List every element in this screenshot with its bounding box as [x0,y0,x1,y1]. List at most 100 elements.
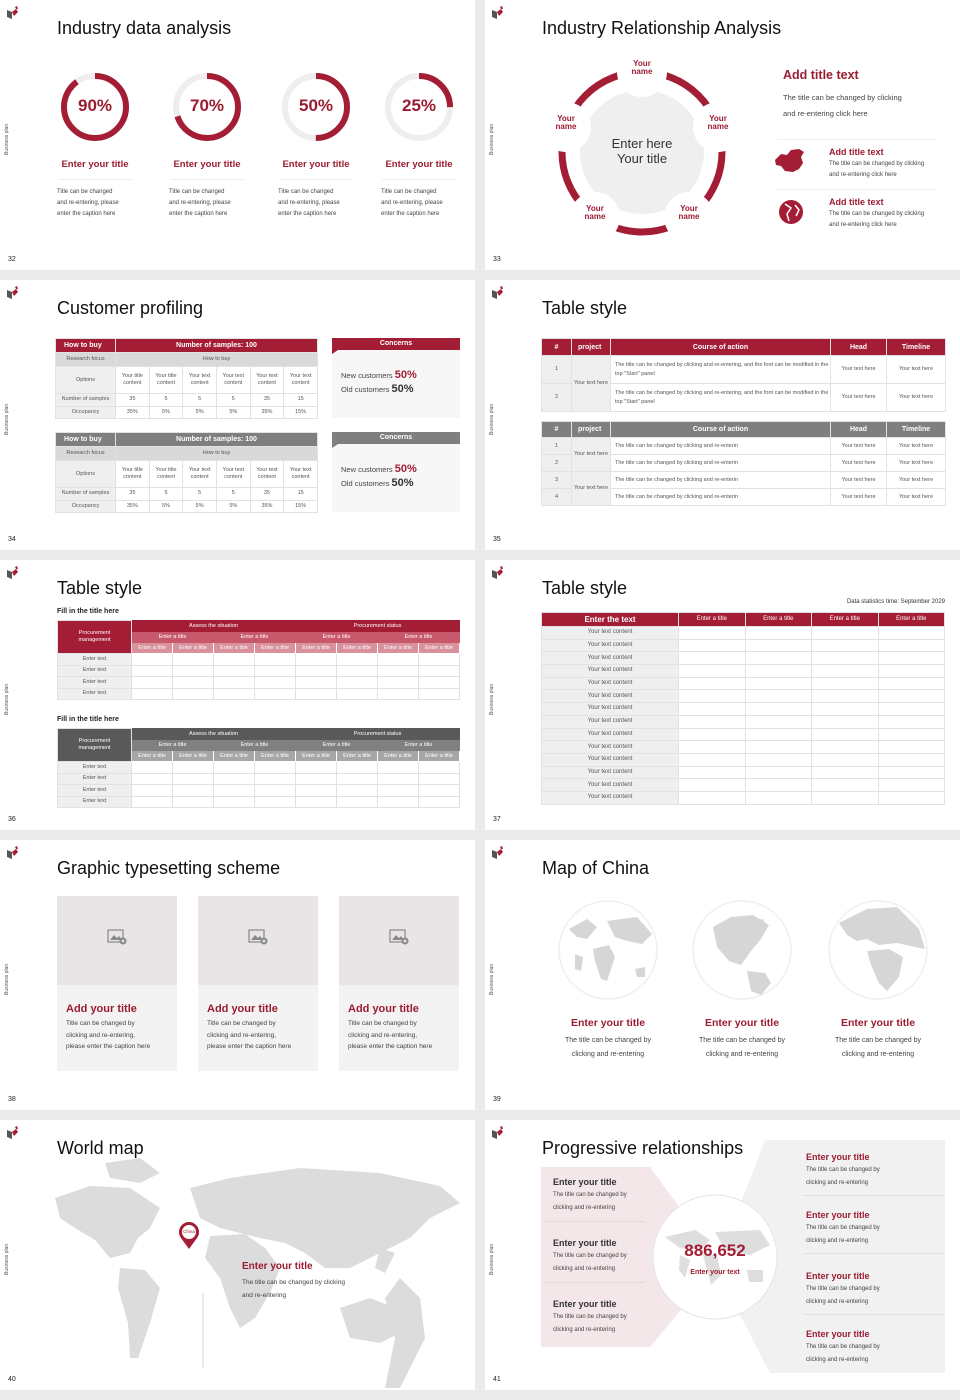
cell[interactable] [377,676,419,689]
cell[interactable] [744,689,812,704]
map-pin-icon[interactable] [178,1222,200,1255]
cell[interactable] [213,761,255,774]
cell[interactable] [744,638,812,653]
cell[interactable] [295,761,337,774]
slide-industry-relationship-analysis[interactable]: Business plan 33 Industry Relationship Ana… [485,0,960,270]
cell[interactable] [811,778,879,792]
cell[interactable] [877,727,945,742]
cell[interactable] [678,702,746,716]
cell[interactable] [744,626,812,640]
cell[interactable] [877,651,945,666]
cell[interactable] [418,772,460,785]
cell[interactable] [744,727,812,742]
cell[interactable] [418,653,460,666]
cell[interactable] [254,676,296,689]
cell[interactable] [213,653,255,666]
cell[interactable] [131,676,173,689]
cell[interactable] [336,795,378,808]
cell[interactable] [744,714,812,729]
cell[interactable] [336,653,378,666]
cell[interactable] [172,772,214,785]
cell[interactable] [213,687,255,700]
cell[interactable] [377,761,419,774]
cell[interactable] [678,689,746,704]
cell[interactable] [254,687,296,700]
cell[interactable] [131,687,173,700]
cell[interactable] [172,687,214,700]
cell[interactable] [213,664,255,677]
cell[interactable] [877,702,945,716]
cell[interactable] [811,651,879,666]
cell[interactable] [877,626,945,640]
image-placeholder[interactable] [198,896,318,985]
cell[interactable] [172,795,214,808]
cell[interactable] [744,740,812,754]
cell[interactable] [418,795,460,808]
cell[interactable] [377,784,419,797]
cell[interactable] [811,676,879,691]
cell[interactable] [877,638,945,653]
cell[interactable] [811,714,879,729]
cell[interactable] [678,752,746,767]
cell[interactable] [336,664,378,677]
cell[interactable] [418,784,460,797]
cell[interactable] [377,772,419,785]
cell[interactable] [678,626,746,640]
cell[interactable] [295,772,337,785]
cell[interactable] [744,752,812,767]
slide-progressive-relationships[interactable]: Business plan 41 Progressive relationships… [485,1120,960,1390]
cell[interactable] [377,687,419,700]
cell[interactable] [744,651,812,666]
cell[interactable] [377,653,419,666]
cell[interactable] [131,795,173,808]
cell[interactable] [744,765,812,780]
cell[interactable] [295,664,337,677]
cell[interactable] [877,765,945,780]
cell[interactable] [295,784,337,797]
cell[interactable] [877,676,945,691]
cell[interactable] [213,784,255,797]
cell[interactable] [811,626,879,640]
cell[interactable] [811,790,879,805]
cell[interactable] [131,772,173,785]
cell[interactable] [744,790,812,805]
cell[interactable] [131,664,173,677]
cell[interactable] [811,740,879,754]
cell[interactable] [877,714,945,729]
cell[interactable] [678,727,746,742]
cell[interactable] [336,784,378,797]
slide-world-map[interactable]: Business plan 40 World map China Enter your… [0,1120,475,1390]
cell[interactable] [172,761,214,774]
cell[interactable] [336,687,378,700]
cell[interactable] [295,687,337,700]
cell[interactable] [213,772,255,785]
cell[interactable] [418,664,460,677]
cell[interactable] [678,651,746,666]
cell[interactable] [811,638,879,653]
image-placeholder[interactable] [339,896,459,985]
cell[interactable] [254,761,296,774]
cell[interactable] [678,740,746,754]
cell[interactable] [678,638,746,653]
cell[interactable] [811,765,879,780]
cell[interactable] [377,795,419,808]
cell[interactable] [213,676,255,689]
cell[interactable] [336,761,378,774]
cell[interactable] [418,687,460,700]
cell[interactable] [172,664,214,677]
image-placeholder[interactable] [57,896,177,985]
cell[interactable] [678,765,746,780]
slide-table-style-2[interactable]: Business plan 36 Table style Fill in the ti… [0,560,475,830]
cell[interactable] [254,795,296,808]
cell[interactable] [131,784,173,797]
cell[interactable] [811,689,879,704]
cell[interactable] [877,778,945,792]
cell[interactable] [678,664,746,678]
cell[interactable] [418,761,460,774]
cell[interactable] [877,752,945,767]
cell[interactable] [254,772,296,785]
cell[interactable] [131,761,173,774]
cell[interactable] [678,676,746,691]
cell[interactable] [877,689,945,704]
slide-table-style-1[interactable]: Business plan 35 Table style # project Course… [485,280,960,550]
